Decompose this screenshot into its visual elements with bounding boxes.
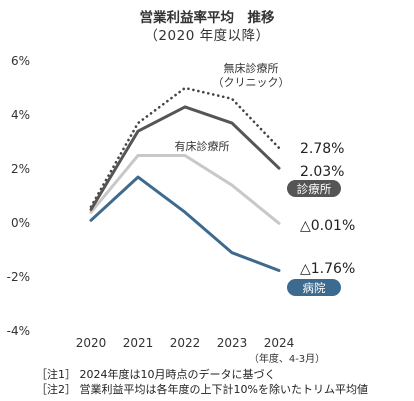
- x-tick-label: 2020: [76, 336, 107, 350]
- y-tick-label: 0%: [11, 216, 30, 230]
- series-name-clinic-bed: 有床診療所: [175, 139, 230, 153]
- chart-subtitle: （2020 年度以降）: [144, 28, 270, 44]
- series-name-clinic-no-bed: 無床診療所: [224, 61, 279, 75]
- y-tick-label: -4%: [7, 324, 30, 338]
- x-tick-label: 2024: [264, 336, 295, 350]
- y-tick-label: -2%: [7, 270, 30, 284]
- y-tick-label: 4%: [11, 108, 30, 122]
- series-line-3: [89, 175, 281, 272]
- series-badge: [287, 279, 341, 296]
- end-value-label: 2.78%: [300, 141, 344, 157]
- end-value-label: △0.01%: [300, 218, 355, 234]
- series-line-1: [89, 105, 281, 211]
- x-tick-label: 2023: [217, 336, 248, 350]
- y-tick-label: 6%: [11, 54, 30, 68]
- end-value-label: 2.03%: [300, 164, 344, 180]
- series-line-0: [89, 86, 281, 209]
- footnote-1: ［注1］ 2024年度は10月時点のデータに基づく: [36, 368, 276, 381]
- chart-title: 営業利益率平均 推移: [139, 10, 275, 26]
- series-badge: [287, 180, 341, 197]
- series-line-2: [89, 154, 281, 225]
- footnote-2: ［注2］ 営業利益平均は各年度の上下計10%を除いたトリム平均値: [36, 383, 368, 396]
- series-badge-label: 診療所: [297, 182, 332, 196]
- x-tick-label: 2021: [123, 336, 154, 350]
- x-tick-label: 2022: [170, 336, 201, 350]
- end-value-label: △1.76%: [300, 261, 355, 277]
- x-unit-label: （年度、4-3月）: [249, 352, 325, 365]
- series-badge-label: 病院: [303, 281, 326, 295]
- series-name-clinic-no-bed-sub: （クリニック）: [213, 76, 290, 89]
- y-tick-label: 2%: [11, 162, 30, 176]
